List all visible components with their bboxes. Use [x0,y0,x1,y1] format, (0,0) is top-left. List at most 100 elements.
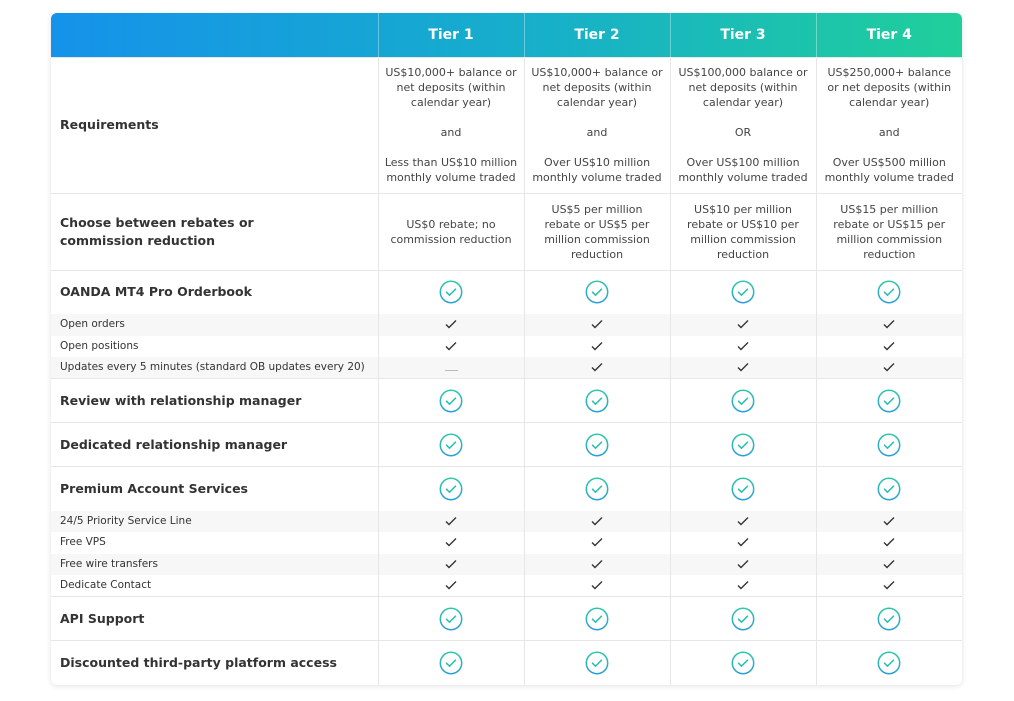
requirement-balance: US$100,000 balance or net deposits (with… [678,66,808,109]
checkmark-icon [591,361,603,373]
row-discounted-third-party-platform-access: Discounted third-party platform access [51,640,962,685]
tier-1-cell [377,378,524,423]
check-circle-icon [877,477,901,501]
row-label: Review with relationship manager [51,378,378,423]
tier-3-cell [669,466,816,511]
checkmark-icon [591,318,603,330]
tier-3-cell: US$100,000 balance or net deposits (with… [669,56,816,193]
checkmark-icon [591,579,603,591]
rebate-text: US$10 per million rebate or US$10 per mi… [687,202,799,261]
check-circle-icon [439,280,463,304]
row-open-positions: Open positions [51,335,962,357]
tier-3-cell [669,335,816,357]
checkmark-icon [737,558,749,570]
tier-3-header: Tier 3 [669,13,816,57]
tier-1-cell [377,596,524,641]
row-24-5-priority-service-line: 24/5 Priority Service Line [51,510,962,532]
tier-1-cell [377,269,524,314]
row-label: OANDA MT4 Pro Orderbook [51,269,378,314]
tier-1-cell: US$0 rebate; no commission reduction [377,192,524,270]
checkmark-icon [737,536,749,548]
check-circle-icon [731,280,755,304]
tier-2-cell [523,422,670,467]
requirement-balance: US$10,000+ balance or net deposits (with… [385,66,517,109]
tier-3-cell [669,269,816,314]
row-open-orders: Open orders [51,314,962,336]
checkmark-icon [737,515,749,527]
check-circle-icon [585,433,609,456]
check-circle-icon [731,389,755,412]
tier-1-cell [377,510,524,532]
check-circle-icon [877,433,901,456]
check-circle-icon [439,433,463,456]
tier-1-cell [377,532,524,554]
check-circle-icon [585,280,609,304]
row-free-vps: Free VPS [51,532,962,554]
tier-4-header: Tier 4 [815,13,962,57]
tier-2-cell [523,575,670,597]
check-circle-icon [439,389,463,412]
tier-1-cell [377,466,524,511]
row-label: Open positions [60,339,139,352]
tier-2-cell [523,314,670,336]
tier-4-cell [815,378,962,423]
tier-4-cell [815,553,962,575]
tier-1-cell [377,640,524,685]
rebate-text: US$0 rebate; no commission reduction [390,217,512,246]
row-label: Choose between rebates or commission red… [51,192,378,270]
tier-comparison-table: Tier 1 Tier 2 Tier 3 Tier 4 Requirements… [51,13,962,685]
checkmark-icon [883,558,895,570]
row-review-with-relationship-manager: Review with relationship manager [51,378,962,423]
row-label: 24/5 Priority Service Line [60,514,192,527]
row-dedicated-relationship-manager: Dedicated relationship manager [51,422,962,467]
row-dedicate-contact: Dedicate Contact [51,575,962,597]
tier-3-cell [669,314,816,336]
tier-3-cell: US$10 per million rebate or US$10 per mi… [669,192,816,270]
tier-2-cell [523,553,670,575]
rebate-text: US$15 per million rebate or US$15 per mi… [833,202,946,261]
row-free-wire-transfers: Free wire transfers [51,553,962,575]
tier-2-cell [523,510,670,532]
tier-4-cell [815,466,962,511]
tier-1-cell [377,575,524,597]
checkmark-icon [883,318,895,330]
tier-3-cell [669,378,816,423]
checkmark-icon [591,536,603,548]
checkmark-icon [591,515,603,527]
check-circle-icon [585,389,609,412]
tier-2-cell [523,335,670,357]
requirement-conjunction: and [586,126,608,139]
tier-1-cell [377,422,524,467]
check-circle-icon [877,389,901,412]
tier-4-cell [815,314,962,336]
tier-4-cell [815,269,962,314]
checkmark-icon [737,579,749,591]
tier-4-cell [815,335,962,357]
row-api-support: API Support [51,596,962,641]
row-label: Free wire transfers [60,557,158,570]
row-label: Open orders [60,318,125,331]
tier-1-cell [377,553,524,575]
checkmark-icon [883,361,895,373]
checkmark-icon [445,515,457,527]
checkmark-icon [737,340,749,352]
tier-1-cell [377,335,524,357]
check-circle-icon [731,433,755,456]
check-circle-icon [877,280,901,304]
tier-2-cell [523,640,670,685]
checkmark-icon [445,318,457,330]
requirement-volume: Over US$100 million monthly volume trade… [678,156,808,184]
tier-2-cell [523,532,670,554]
tier-4-cell [815,510,962,532]
tier-3-cell [669,553,816,575]
tier-2-cell [523,596,670,641]
tier-3-cell [669,532,816,554]
requirement-volume: Less than US$10 million monthly volume t… [384,156,518,184]
table-header: Tier 1 Tier 2 Tier 3 Tier 4 [51,13,962,57]
row-label: API Support [51,596,378,641]
header-blank [51,13,378,57]
check-circle-icon [731,477,755,501]
row-label: Premium Account Services [51,466,378,511]
requirement-balance: US$250,000+ balance or net deposits (wit… [827,66,952,109]
requirement-conjunction: OR [734,126,752,139]
